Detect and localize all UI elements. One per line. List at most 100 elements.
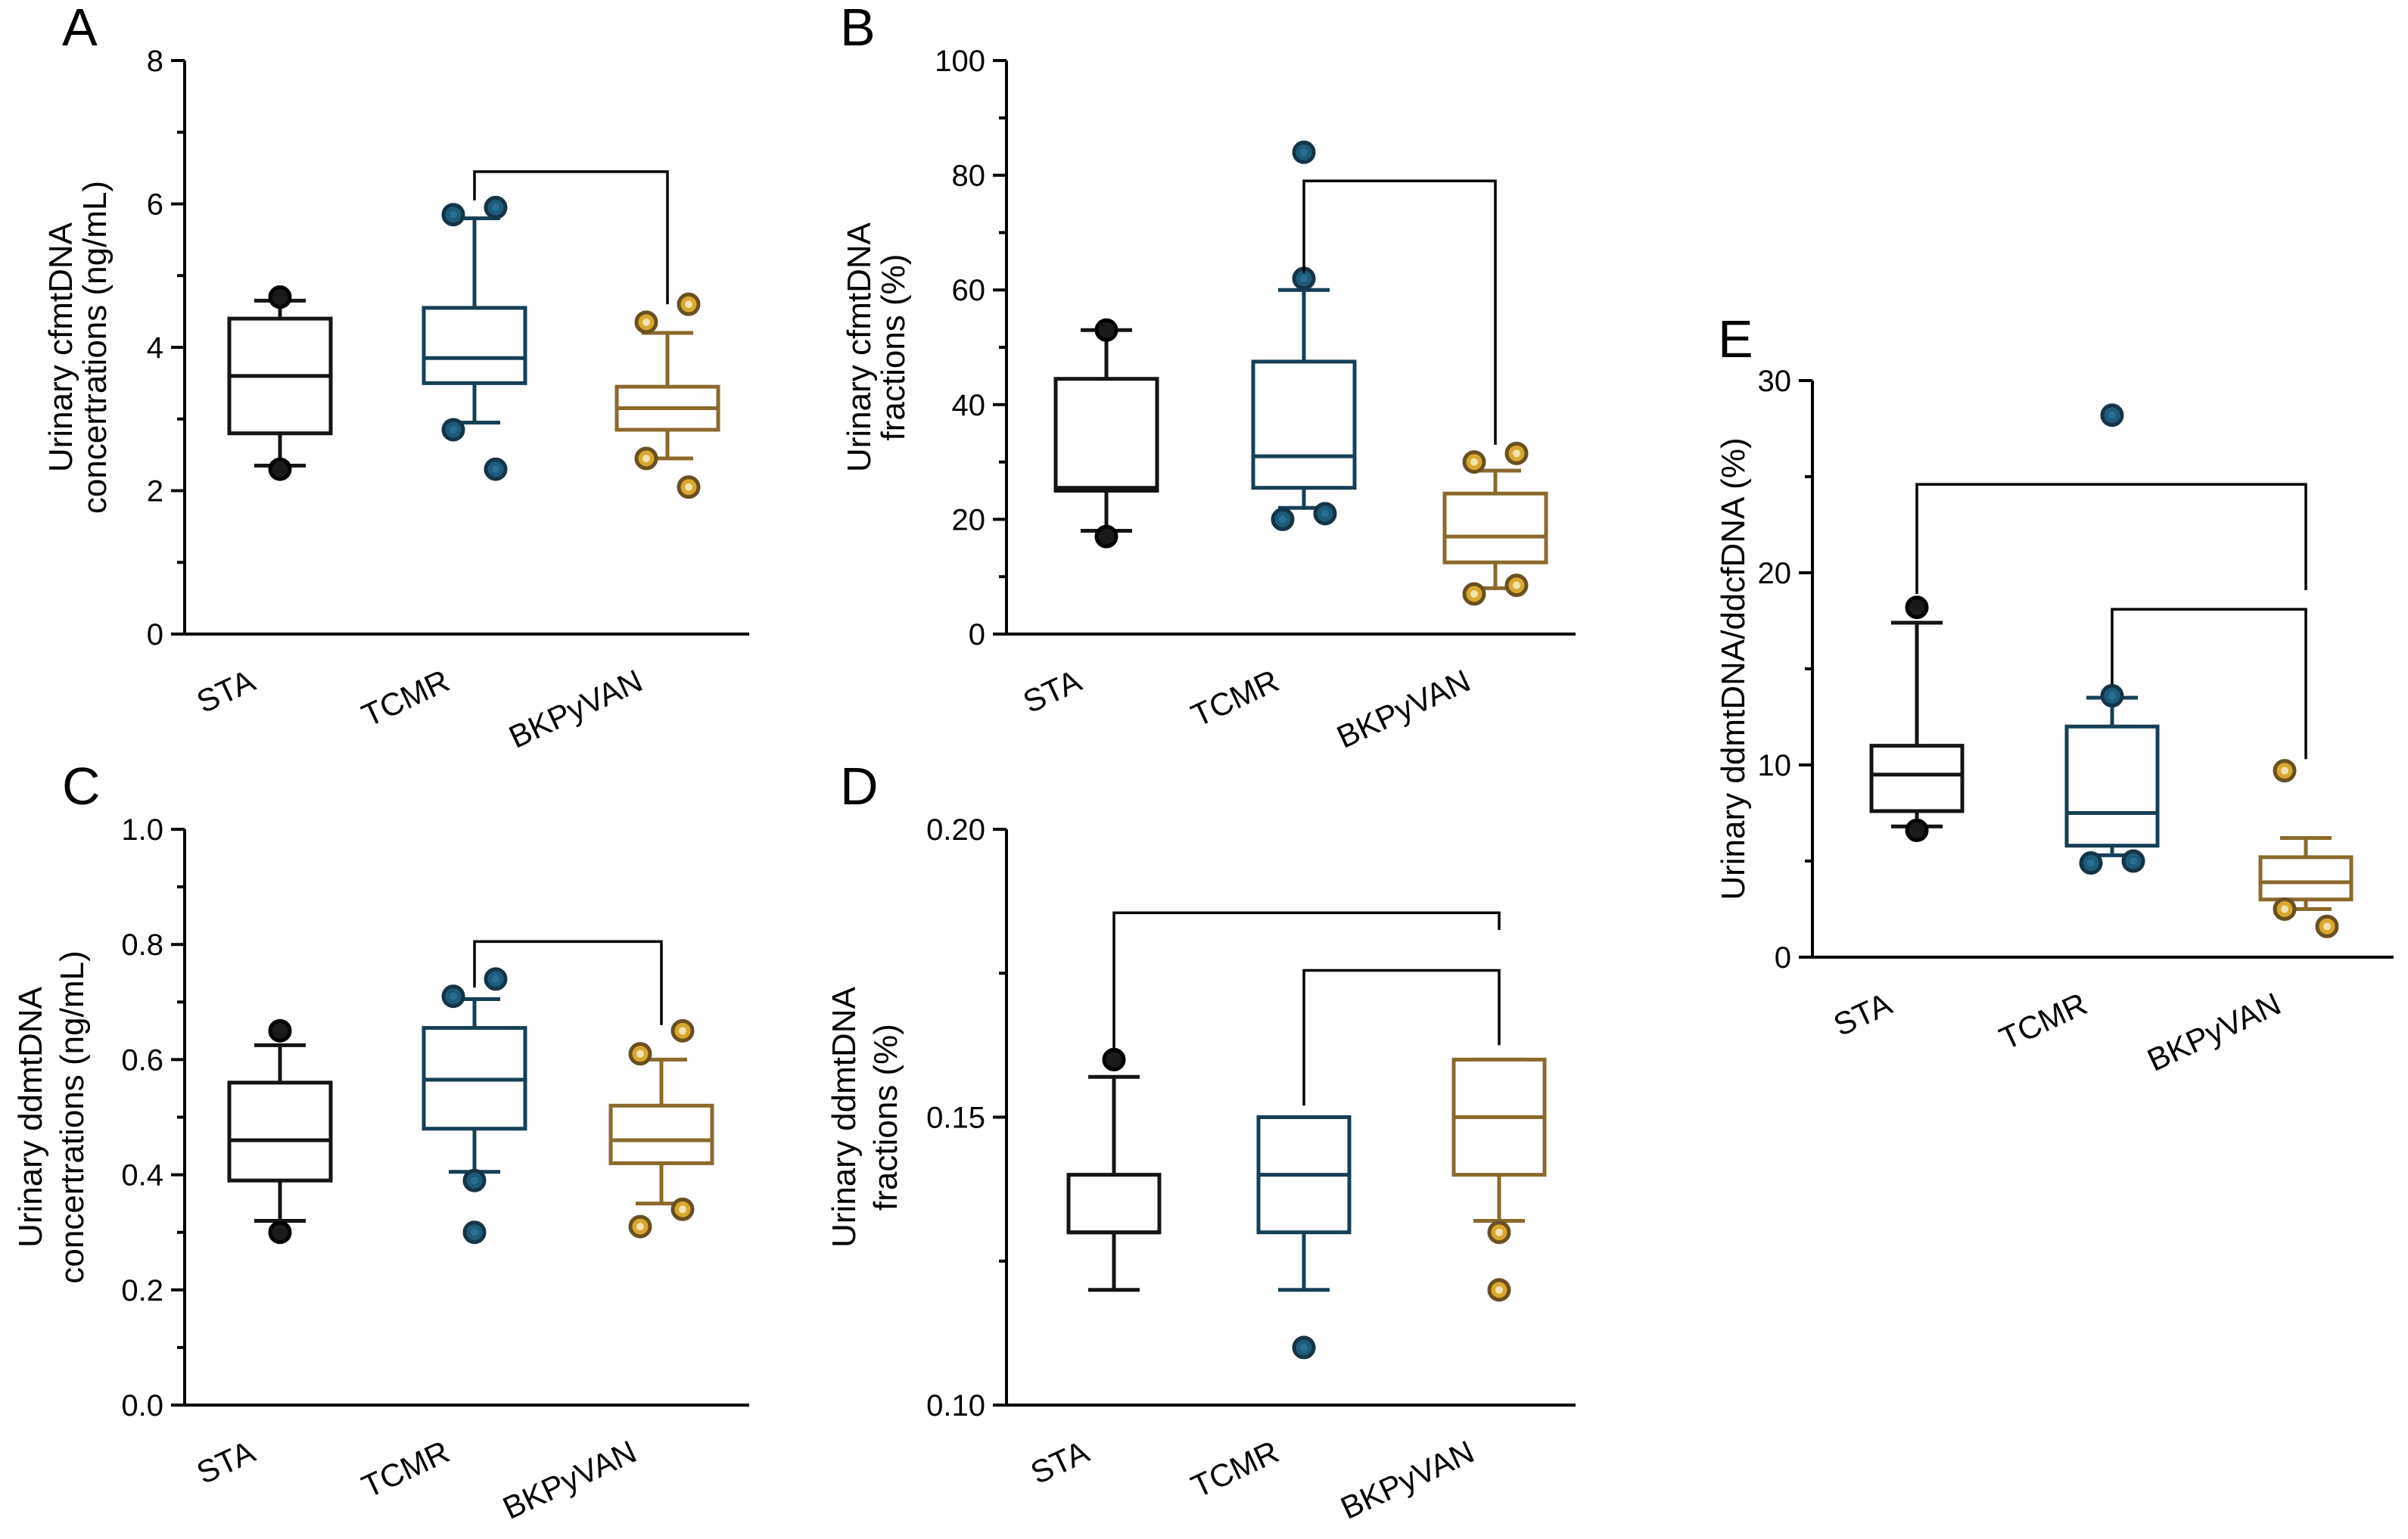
outlier-point-highlight [636, 1049, 644, 1058]
iqr-box [227, 1080, 333, 1183]
x-category-label: TCMR [356, 663, 455, 734]
x-category-label: TCMR [1994, 986, 2092, 1057]
significance-bracket [2111, 608, 2307, 760]
outlier-point-highlight [2281, 766, 2288, 775]
box-sta [1053, 318, 1159, 549]
outlier-point [1905, 818, 1929, 842]
y-axis-label: fractions (%) [875, 254, 912, 441]
significance-bracket [1302, 968, 1501, 1106]
y-tick-label: 0.15 [926, 1102, 985, 1135]
y-tick-label: 0.4 [121, 1159, 163, 1192]
y-tick-label: 8 [147, 45, 163, 78]
y-tick-label: 20 [952, 503, 986, 536]
outlier-point-highlight [2087, 859, 2095, 867]
outlier-point-highlight [1513, 449, 1520, 458]
x-category-label: STA [191, 663, 260, 720]
panel-letter: B [840, 0, 876, 57]
iqr-box [1066, 1173, 1162, 1235]
outlier-point [268, 457, 292, 481]
outlier-point-highlight [1300, 1343, 1308, 1351]
y-tick-label: 60 [952, 274, 986, 307]
outlier-point-highlight [1495, 1228, 1503, 1236]
outlier-point-highlight [492, 975, 499, 983]
iqr-box [422, 306, 527, 385]
significance-bracket [1112, 911, 1501, 1049]
x-category-label: STA [191, 1434, 260, 1491]
y-tick-label: 0.6 [121, 1043, 163, 1077]
significance-bracket [473, 170, 669, 305]
x-category-label: BKPyVAN [497, 1434, 642, 1526]
outlier-point-highlight [2323, 922, 2331, 931]
outlier-point [268, 1018, 292, 1043]
x-category-label: STA [1828, 986, 1897, 1043]
outlier-point-highlight [1470, 589, 1478, 598]
y-tick-label: 0 [969, 618, 985, 651]
x-category-label: BKPyVAN [1331, 663, 1476, 755]
x-category-label: STA [1025, 1434, 1094, 1491]
outlier-point-highlight [492, 465, 499, 474]
outlier-point-highlight [1300, 148, 1308, 157]
y-tick-label: 100 [935, 45, 985, 78]
outlier-point-highlight [1321, 509, 1329, 518]
y-axis-label: Urinary ddmtDNA [12, 986, 49, 1247]
iqr-box [1053, 377, 1159, 493]
outlier-point-highlight [471, 1228, 478, 1236]
y-axis-label: concertrations (ng/mL) [76, 181, 114, 514]
outlier-point-highlight [2108, 692, 2116, 700]
x-category-label: BKPyVAN [2142, 986, 2286, 1078]
box-tcmr [422, 967, 527, 1245]
y-tick-label: 4 [147, 331, 163, 365]
y-axis-label: Urinary ddmtDNA [826, 986, 863, 1247]
x-category-label: BKPyVAN [503, 663, 648, 755]
y-axis-label: Urinary cfmtDNA [841, 222, 878, 472]
box-bkpyvan [2258, 759, 2354, 938]
y-tick-label: 0.10 [926, 1389, 985, 1422]
panel-letter: A [62, 0, 98, 57]
significance-bracket [473, 940, 663, 1025]
outlier-point-highlight [685, 483, 692, 491]
box-sta [1066, 1047, 1162, 1292]
panel-e: E 0 10 20 30 Urinary ddmtDNA/ddcfDNA (%) STA TC… [1715, 309, 2394, 1078]
significance-bracket [1302, 179, 1497, 445]
outlier-point-highlight [1495, 1286, 1503, 1294]
outlier-point-highlight [679, 1027, 686, 1035]
box-bkpyvan [614, 292, 720, 499]
outlier-point-highlight [1470, 458, 1478, 466]
y-tick-label: 0.8 [121, 928, 163, 962]
y-tick-label: 40 [952, 389, 986, 422]
outlier-point-highlight [450, 210, 457, 219]
outlier-point-highlight [1300, 275, 1308, 283]
outlier-point-highlight [679, 1205, 686, 1214]
box-tcmr [422, 195, 527, 481]
iqr-box [2258, 855, 2354, 902]
y-tick-label: 30 [1758, 365, 1792, 398]
iqr-box [1869, 744, 1965, 813]
outlier-point-highlight [2130, 857, 2137, 865]
panel-letter: E [1718, 309, 1753, 368]
y-tick-label: 1.0 [121, 813, 163, 847]
outlier-point-highlight [492, 204, 499, 212]
y-axis-label: fractions (%) [867, 1024, 904, 1211]
outlier-point [1905, 595, 1929, 620]
y-tick-label: 20 [1758, 557, 1792, 590]
x-category-label: TCMR [1186, 663, 1284, 734]
box-bkpyvan [1442, 441, 1548, 606]
outlier-point [268, 285, 292, 309]
outlier-point [1094, 524, 1118, 549]
y-tick-label: 0.20 [926, 813, 985, 847]
x-category-label: TCMR [356, 1434, 455, 1505]
outlier-point [268, 1220, 292, 1245]
box-bkpyvan [608, 1018, 714, 1239]
panel-c: C 0.0 0.2 0.4 0.6 0.8 1.0 Urinary ddmtDNA concer… [12, 757, 749, 1526]
outlier-point-highlight [1513, 581, 1520, 589]
y-tick-label: 0 [147, 618, 163, 651]
outlier-point-highlight [685, 300, 692, 309]
iqr-box [1442, 491, 1548, 564]
box-tcmr [1251, 140, 1357, 531]
x-category-label: TCMR [1186, 1434, 1284, 1505]
iqr-box [608, 1103, 714, 1165]
x-category-label: STA [1018, 663, 1087, 720]
